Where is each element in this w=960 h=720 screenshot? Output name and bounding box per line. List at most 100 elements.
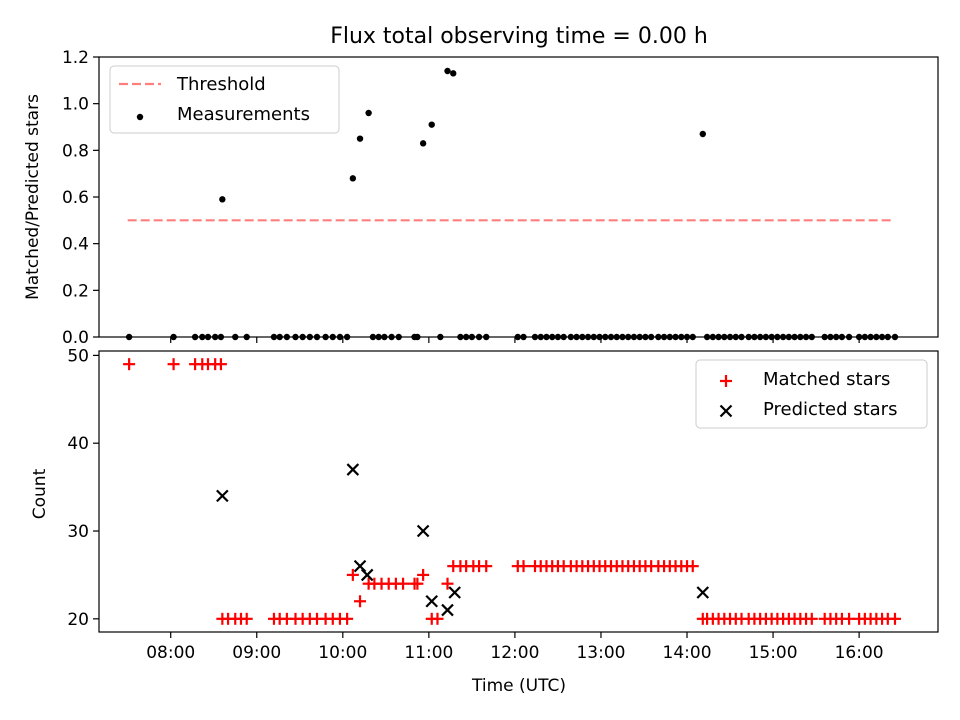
predicted-star-b <box>441 603 454 617</box>
legend-measurement-swatch <box>136 113 144 121</box>
matched-star-point <box>431 612 444 625</box>
measurement-point <box>751 333 758 341</box>
predicted-star-point <box>216 489 229 503</box>
measurement-point <box>388 333 395 341</box>
measurement-point <box>738 333 745 341</box>
measurement-point <box>514 333 521 341</box>
bottom-y-tick-label: 40 <box>67 434 89 454</box>
measurement-point <box>642 333 649 341</box>
predicted-star-b <box>346 463 360 476</box>
measurement-point <box>785 333 793 341</box>
matched-star-point <box>123 358 136 371</box>
top-y-tick-label: 0.6 <box>62 188 89 208</box>
measurement-point <box>672 333 679 341</box>
bottom-axes-frame <box>98 350 939 633</box>
measurement-point <box>437 333 444 341</box>
top-legend-box <box>109 65 340 134</box>
x-axis-label: Time (UTC) <box>471 676 566 696</box>
measurement-point <box>349 175 357 182</box>
measurement-point <box>170 333 177 341</box>
measurement-point <box>457 333 464 341</box>
top-y-tick-label: 0.0 <box>62 328 89 348</box>
x-tick-label: 12:00 <box>490 643 539 663</box>
predicted-star-b <box>416 524 430 538</box>
measurement-point <box>660 333 668 341</box>
measurement-point <box>756 333 764 341</box>
measurement-point <box>666 333 674 341</box>
bottom-legend: Matched stars Predicted stars <box>695 359 928 429</box>
bottom-y-axis-label: Count <box>30 468 50 519</box>
measurement-point <box>292 333 299 341</box>
measurement-point <box>217 333 225 341</box>
measurement-point <box>721 333 728 341</box>
measurement-point <box>199 333 206 341</box>
top-legend: Threshold Measurements <box>109 65 340 134</box>
x-tick-label: 16:00 <box>835 643 884 663</box>
matched-star-point <box>354 595 367 608</box>
legend-threshold-label: Threshold <box>176 74 266 95</box>
measurement-point <box>270 333 278 341</box>
matched-star-point <box>480 560 493 573</box>
x-tick-label: 13:00 <box>576 643 625 663</box>
predicted-star-point <box>353 559 367 573</box>
measurement-point <box>329 333 336 341</box>
measurement-point <box>299 333 306 341</box>
measurement-point <box>808 333 815 341</box>
measurement-point <box>475 333 483 341</box>
measurement-point <box>596 333 603 341</box>
top-chart-title: Flux total observing time = 0.00 h <box>330 24 708 49</box>
measurement-point <box>211 333 219 341</box>
measurement-point <box>768 333 775 341</box>
measurement-point <box>283 333 291 341</box>
matched-star-point <box>888 612 901 625</box>
predicted-star-b <box>360 568 374 582</box>
measurement-point <box>567 333 575 341</box>
measurement-point <box>313 333 321 341</box>
x-tick-label: 08:00 <box>146 643 195 663</box>
matched-star-point <box>397 577 410 590</box>
measurement-point <box>520 333 527 341</box>
measurement-point <box>774 333 781 341</box>
measurement-point <box>537 333 544 341</box>
measurement-point <box>602 333 609 341</box>
bottom-y-tick-label: 50 <box>67 346 89 366</box>
predicted-star-b <box>353 559 367 573</box>
measurement-point <box>827 333 834 341</box>
matched-star-point <box>843 612 856 625</box>
measurement-point <box>647 333 655 341</box>
measurement-point <box>125 333 133 341</box>
measurement-point <box>891 333 899 341</box>
measurement-point <box>414 333 421 341</box>
measurement-point <box>636 333 643 341</box>
legend-predicted-swatch-b <box>719 404 733 418</box>
predicted-star-b <box>448 586 461 599</box>
measurement-point <box>845 333 853 341</box>
predicted-star-point <box>346 463 360 476</box>
measurement-point <box>873 333 880 341</box>
bottom-y-tick-label: 30 <box>67 522 89 542</box>
measurement-point <box>745 333 752 341</box>
measurement-point <box>797 333 804 341</box>
measurement-point <box>243 333 250 341</box>
matched-star-point <box>411 577 424 590</box>
top-y-tick-label: 1.2 <box>62 48 89 68</box>
measurement-point <box>838 333 846 341</box>
measurement-point <box>683 333 691 341</box>
predicted-star-b <box>696 586 710 599</box>
measurement-point <box>821 333 828 341</box>
measurement-point <box>590 333 597 341</box>
measurement-point <box>573 333 580 341</box>
x-tick-label: 09:00 <box>232 643 281 663</box>
measurement-point <box>343 333 351 341</box>
legend-predicted-label: Predicted stars <box>763 399 897 420</box>
measurement-point <box>678 333 685 341</box>
x-tick-label: 10:00 <box>318 643 367 663</box>
measurement-point <box>779 333 787 341</box>
measurement-point <box>726 333 734 341</box>
measurement-point <box>219 196 226 203</box>
measurement-point <box>613 333 620 341</box>
predicted-star-point <box>425 594 439 608</box>
measurement-point <box>543 333 550 341</box>
measurement-point <box>715 333 722 341</box>
